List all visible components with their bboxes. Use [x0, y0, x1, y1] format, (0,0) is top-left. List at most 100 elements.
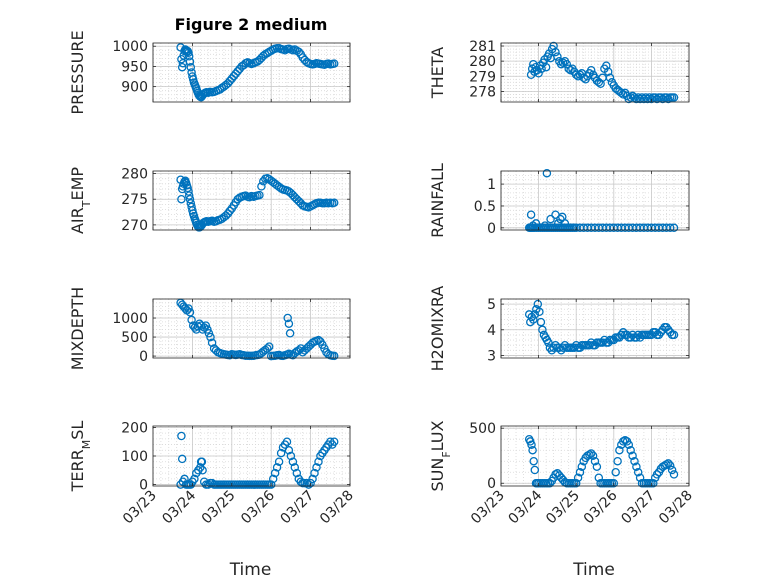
data-point [588, 451, 598, 460]
y-axis-label: PRESSURE [68, 30, 87, 114]
data-point [605, 73, 615, 83]
data-point [566, 65, 575, 75]
data-point [541, 62, 551, 72]
data-point [611, 467, 620, 477]
data-point [664, 459, 673, 468]
data-point [529, 315, 538, 324]
y-tick-label: 900 [121, 80, 148, 96]
data-point [590, 456, 600, 466]
x-tick-label: 03/25 [543, 488, 583, 528]
data-point [573, 473, 583, 482]
data-point [272, 463, 282, 472]
axes-background [501, 171, 689, 230]
data-point [282, 437, 292, 446]
x-tick-label: 03/24 [159, 487, 199, 527]
figure-title: Figure 2 medium [175, 15, 328, 34]
x-tick-label: 03/26 [238, 487, 278, 527]
data-point [664, 94, 673, 104]
data-point [562, 59, 572, 69]
data-point [198, 466, 207, 475]
data-point [286, 451, 296, 461]
y-axis-label: THETA [428, 47, 447, 99]
data-point [602, 61, 611, 70]
y-tick-label: 0 [487, 476, 496, 492]
data-point [184, 304, 193, 313]
axes-frame [500, 42, 690, 103]
data-point [615, 445, 624, 455]
y-tick-label: 275 [121, 192, 148, 208]
x-tick-label: 03/26 [581, 487, 621, 527]
data-point [526, 210, 536, 219]
data-point [304, 480, 313, 489]
y-tick-label: 1000 [112, 311, 148, 327]
data-point [624, 440, 634, 449]
y-tick-label: 100 [121, 449, 148, 465]
data-point [537, 64, 546, 73]
axes-frame [500, 170, 690, 231]
subplot-3: 270 275 280 AIRTEMP [68, 167, 351, 234]
data-point [577, 462, 587, 471]
y-tick-label: 0 [487, 221, 496, 237]
y-tick-label: 5 [487, 297, 496, 313]
y-tick-label: 1000 [112, 39, 148, 55]
data-point [560, 219, 570, 228]
data-point [329, 59, 339, 68]
y-tick-label: 500 [121, 330, 148, 346]
data-point [649, 478, 658, 488]
data-point [329, 437, 339, 446]
y-tick-label: 950 [121, 59, 148, 75]
y-tick-label: 3 [487, 348, 496, 364]
data-point [652, 94, 662, 104]
data-point [544, 338, 553, 347]
data-point [603, 67, 613, 76]
data-point [536, 317, 546, 327]
data-point [285, 329, 295, 338]
data-point [263, 344, 272, 353]
data-point [558, 58, 568, 67]
data-point [329, 198, 339, 208]
y-tick-label: 281 [469, 39, 496, 55]
data-point [185, 308, 195, 317]
x-tick-label: 03/27 [278, 488, 318, 528]
data-point [274, 457, 284, 466]
data-point [669, 330, 679, 340]
data-point [296, 477, 306, 486]
data-point [669, 93, 679, 102]
data-point [177, 62, 187, 72]
data-point [204, 329, 214, 338]
data-point [255, 190, 264, 200]
y-tick-label: 4 [487, 323, 496, 339]
x-axis-label: Time [572, 560, 615, 580]
data-point [530, 465, 540, 475]
data-point [288, 457, 298, 466]
subplot-1: 900 950 1000 PRESSURE [68, 30, 351, 115]
axes-frame [152, 170, 351, 231]
data-point [257, 182, 266, 191]
data-point [665, 223, 675, 233]
data-point [183, 183, 192, 193]
data-point [618, 90, 628, 99]
data-point [185, 57, 195, 66]
y-axis-label: RAINFALL [428, 163, 447, 238]
data-point [586, 449, 596, 458]
data-point [308, 474, 317, 484]
data-point [284, 319, 294, 328]
x-tick-label: 03/23 [468, 488, 508, 528]
data-point [184, 48, 193, 57]
x-tick-label: 03/27 [618, 488, 658, 528]
data-point [225, 206, 235, 216]
y-tick-label: 0.5 [474, 199, 496, 215]
data-point [184, 187, 193, 196]
data-point [290, 463, 300, 472]
y-tick-label: 0 [139, 349, 148, 365]
data-point [571, 70, 581, 80]
data-point [528, 445, 537, 455]
axes-background [153, 299, 350, 358]
data-point [306, 478, 315, 488]
y-axis-label: MIXDEPTH [68, 287, 87, 370]
y-tick-label: 280 [469, 54, 496, 70]
data-point [531, 219, 541, 228]
